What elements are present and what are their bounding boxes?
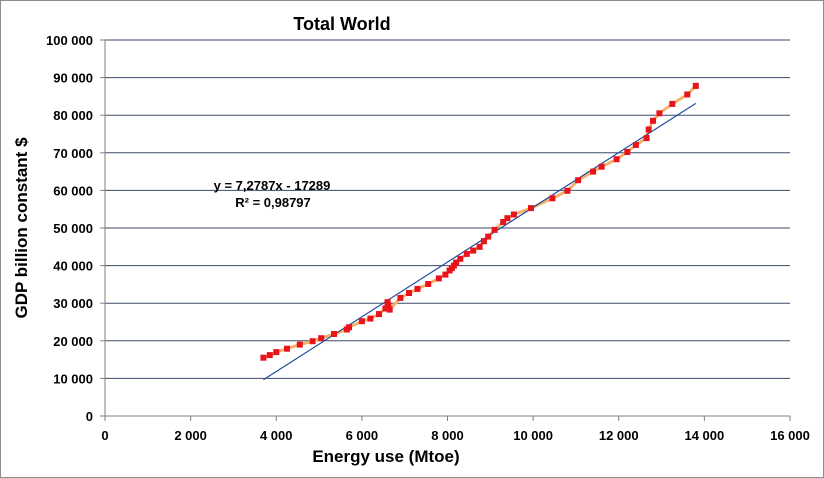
data-point — [463, 250, 470, 257]
y-tick-label: 30 000 — [53, 296, 93, 311]
data-point — [425, 281, 432, 287]
y-tick-label: 80 000 — [53, 108, 93, 123]
data-point — [296, 341, 303, 348]
axes — [100, 39, 791, 421]
x-tick-label: 0 — [101, 428, 108, 443]
data-point — [260, 354, 267, 361]
data-point — [669, 100, 676, 107]
x-tick-label: 14 000 — [684, 428, 724, 443]
data-point — [386, 306, 393, 313]
data-point — [564, 187, 571, 194]
data-point — [273, 349, 280, 356]
y-tick-label: 100 000 — [46, 33, 93, 48]
y-tick-label: 90 000 — [53, 71, 93, 86]
data-point — [528, 205, 534, 212]
data-point — [650, 117, 656, 124]
trendline — [263, 102, 697, 381]
data-point — [358, 318, 365, 325]
data-points — [260, 82, 699, 361]
data-point — [632, 141, 639, 148]
x-tick-label: 6 000 — [346, 428, 379, 443]
data-point — [384, 299, 391, 306]
data-point — [397, 294, 404, 301]
data-point — [656, 110, 663, 117]
data-point — [613, 156, 620, 163]
data-point — [453, 259, 460, 266]
trendline-equation: y = 7,2787x - 17289 — [214, 178, 331, 193]
data-point — [575, 177, 582, 184]
series-connector — [262, 84, 697, 360]
data-point — [684, 91, 691, 98]
data-point — [266, 352, 273, 359]
data-point — [480, 238, 487, 245]
data-point — [645, 126, 652, 133]
y-axis-title: GDP billion constant $ — [12, 137, 31, 319]
data-point — [485, 233, 492, 240]
tick-labels: 0 2 000 4 000 6 000 8 000 10 000 12 000 14 000 1… — [46, 33, 810, 443]
chart-title: Total World — [293, 14, 390, 34]
data-point — [590, 168, 597, 175]
data-point — [367, 315, 374, 322]
y-tick-label: 40 000 — [53, 259, 93, 274]
data-point — [414, 285, 421, 292]
data-point — [476, 243, 483, 250]
data-point — [598, 163, 605, 170]
series-line — [262, 84, 697, 360]
data-point — [346, 324, 352, 331]
x-tick-label: 10 000 — [513, 428, 553, 443]
x-tick-label: 8 000 — [431, 428, 464, 443]
trendline-r-squared: R² = 0,98797 — [235, 195, 311, 210]
data-point — [284, 345, 290, 352]
data-point — [457, 255, 464, 262]
data-point — [376, 311, 382, 318]
y-tick-label: 20 000 — [53, 334, 93, 349]
data-point — [309, 338, 316, 345]
data-point — [692, 82, 699, 89]
x-axis-title: Energy use (Mtoe) — [312, 447, 459, 466]
grid-lines — [105, 39, 790, 379]
y-tick-label: 0 — [86, 409, 93, 424]
data-point — [643, 135, 650, 142]
y-tick-label: 70 000 — [53, 146, 93, 161]
data-point — [624, 149, 631, 155]
data-point — [331, 331, 337, 337]
data-point — [385, 302, 392, 309]
data-point — [442, 271, 449, 278]
y-tick-label: 50 000 — [53, 221, 93, 236]
x-tick-label: 16 000 — [770, 428, 810, 443]
x-tick-label: 2 000 — [174, 428, 207, 443]
y-tick-label: 10 000 — [53, 371, 93, 386]
x-tick-label: 4 000 — [260, 428, 293, 443]
data-point — [406, 290, 412, 296]
data-point — [549, 195, 556, 202]
data-point — [318, 335, 325, 342]
x-tick-label: 12 000 — [599, 428, 639, 443]
data-point — [470, 247, 477, 254]
trendline-layer — [263, 102, 697, 381]
data-point — [491, 226, 498, 233]
data-point — [435, 275, 442, 282]
data-point — [510, 211, 517, 218]
data-point — [504, 215, 511, 222]
data-point — [500, 219, 507, 225]
y-tick-label: 60 000 — [53, 183, 93, 198]
